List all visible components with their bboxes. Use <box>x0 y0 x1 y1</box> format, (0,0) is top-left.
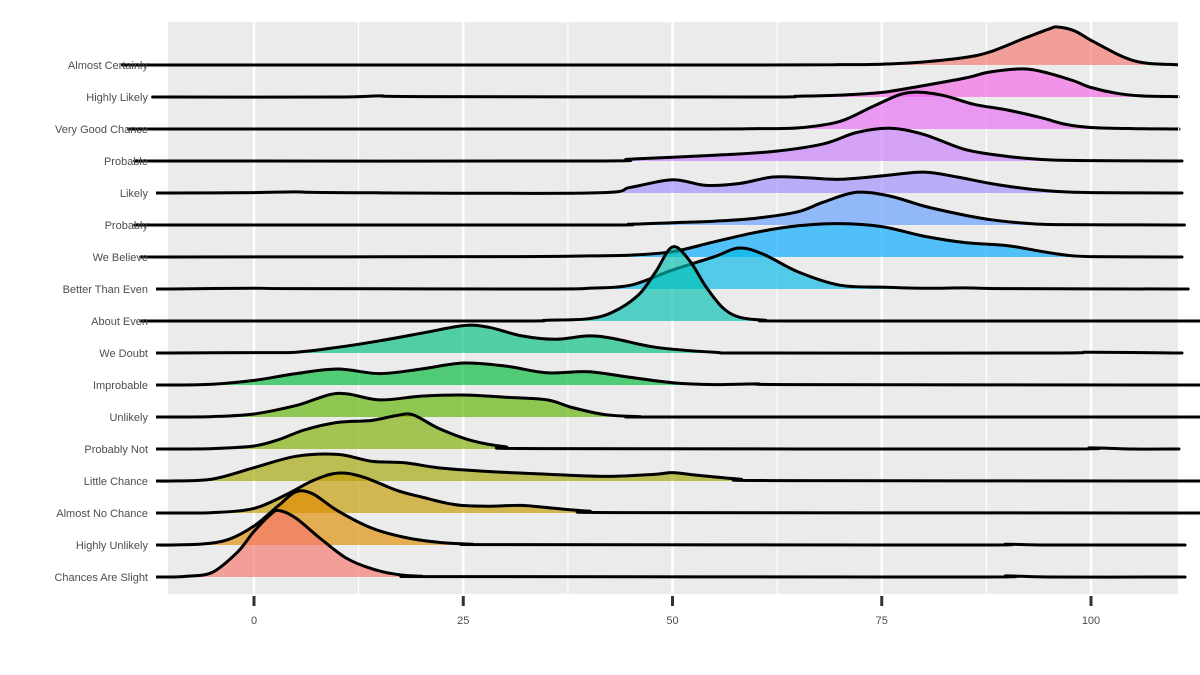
ridge-area <box>156 362 1200 386</box>
ridge-outline <box>155 391 1200 419</box>
ridge-almost-certainly <box>120 25 1180 67</box>
ridge-outline <box>155 361 1200 387</box>
ridge-outline <box>155 471 1200 515</box>
ridge-outline <box>155 170 1184 195</box>
ridge-area <box>156 454 1200 482</box>
ridge-about-even <box>139 245 1200 323</box>
x-tick-label: 25 <box>457 615 469 627</box>
y-axis: Almost Certainly Highly Likely Very Good C… <box>54 60 168 584</box>
ridge-almost-no-chance <box>155 471 1200 515</box>
ridge-area <box>140 246 1200 322</box>
ridge-outline <box>133 190 1186 227</box>
ridge-outline <box>139 222 1184 259</box>
x-tick-label: 100 <box>1082 615 1100 627</box>
ridge-outline <box>155 489 1187 547</box>
ridge-we-believe <box>139 222 1184 259</box>
ridge-highly-likely <box>151 67 1180 99</box>
ridge-probably <box>133 190 1186 227</box>
y-tick-label: Better Than Even <box>63 284 148 296</box>
ridge-we-doubt <box>155 323 1184 355</box>
ridge-improbable <box>155 361 1200 387</box>
ridge-unlikely <box>155 391 1200 419</box>
ridge-area <box>156 325 1182 354</box>
ridge-outline <box>133 126 1184 163</box>
ridge-area <box>134 192 1185 226</box>
ridge-area <box>140 223 1182 258</box>
ridge-outline <box>120 25 1180 67</box>
y-tick-label: Unlikely <box>109 412 148 424</box>
ridge-outline <box>155 508 1187 579</box>
y-tick-label: We Doubt <box>99 348 148 360</box>
ridge-area <box>156 172 1182 194</box>
y-tick-label: We Believe <box>93 252 148 264</box>
x-axis: 0 25 50 75 100 <box>251 596 1100 627</box>
y-tick-label: About Even <box>91 316 148 328</box>
y-tick-label: Probably <box>105 220 149 232</box>
y-tick-label: Very Good Chance <box>55 124 148 136</box>
ridge-outline <box>127 90 1181 131</box>
ridge-outline <box>155 323 1184 355</box>
ridge-area <box>134 128 1182 162</box>
ridge-probable <box>133 126 1184 163</box>
y-tick-label: Probably Not <box>84 444 148 456</box>
density-ridges <box>120 25 1200 579</box>
y-tick-label: Improbable <box>93 380 148 392</box>
x-tick-label: 0 <box>251 615 257 627</box>
ridge-very-good-chance <box>127 90 1181 131</box>
ridge-area <box>156 413 1179 450</box>
ridge-area <box>152 68 1179 98</box>
y-tick-label: Chances Are Slight <box>54 572 148 584</box>
ridge-outline <box>151 67 1180 99</box>
ridge-outline <box>155 246 1190 291</box>
y-tick-label: Highly Unlikely <box>76 540 149 552</box>
x-tick-label: 50 <box>666 615 678 627</box>
ridge-chances-are-slight <box>155 508 1187 579</box>
ridge-little-chance <box>155 452 1200 483</box>
ridge-outline <box>155 452 1200 483</box>
y-tick-label: Highly Likely <box>86 92 148 104</box>
ridge-area <box>156 472 1200 514</box>
ridge-outline <box>139 245 1200 323</box>
y-tick-label: Almost Certainly <box>68 60 149 72</box>
ridge-area <box>156 393 1200 418</box>
ridge-area <box>156 510 1186 578</box>
ridge-likely <box>155 170 1184 195</box>
x-tick-label: 75 <box>876 615 888 627</box>
y-tick-label: Little Chance <box>84 476 148 488</box>
y-tick-label: Almost No Chance <box>56 508 148 520</box>
y-tick-label: Likely <box>120 188 149 200</box>
ridge-area <box>128 92 1179 130</box>
y-tick-label: Probable <box>104 156 148 168</box>
ridge-probably-not <box>155 412 1181 451</box>
ridge-outline <box>155 412 1181 451</box>
